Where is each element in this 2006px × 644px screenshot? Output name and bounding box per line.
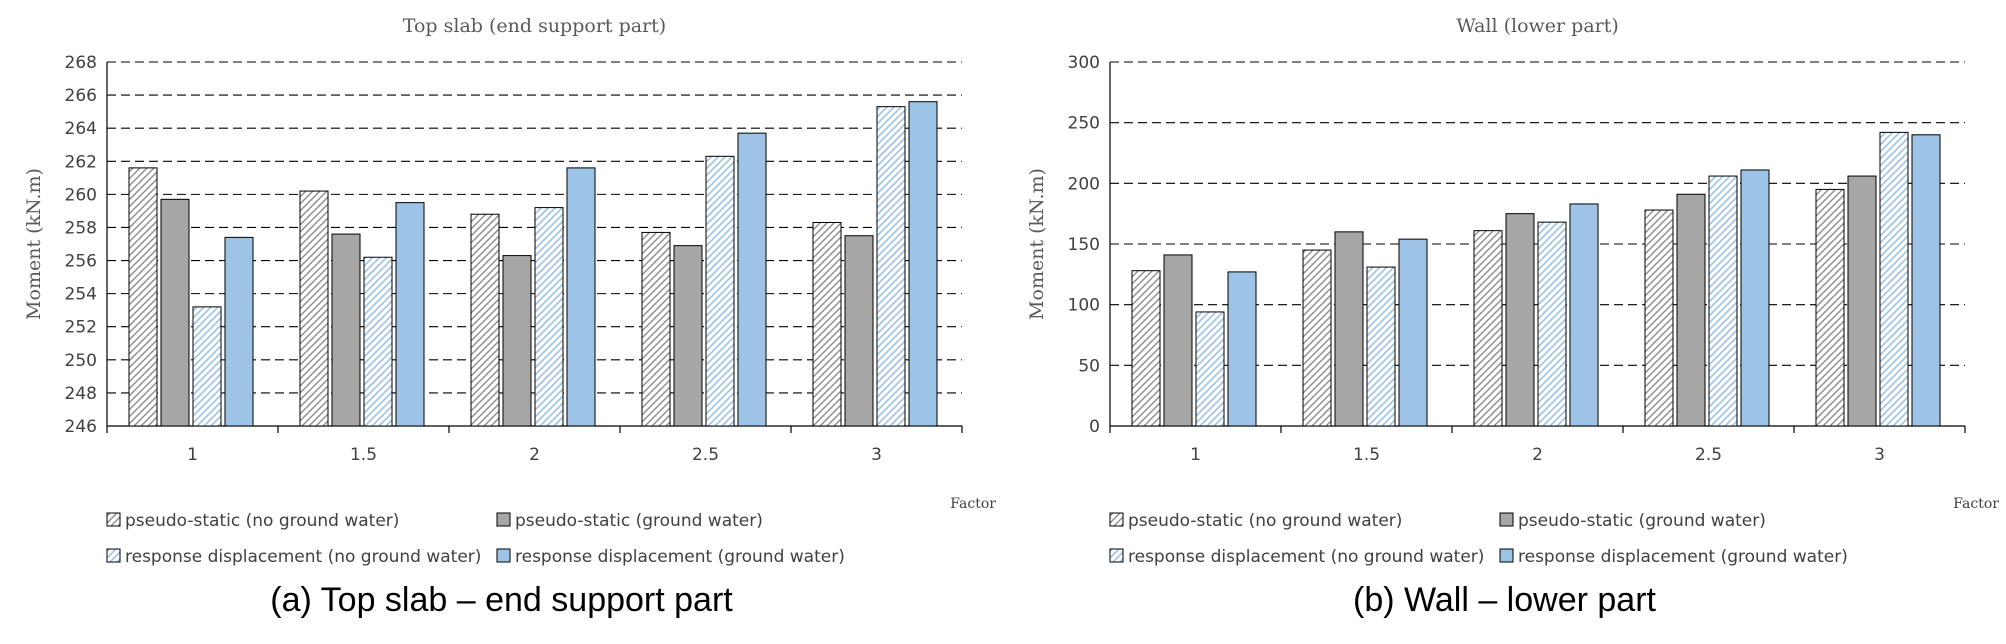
- y-tick-label: 266: [65, 86, 97, 106]
- bar-pseudo-static-ground-water-3: [1847, 175, 1877, 427]
- bar-pseudo-static-no-ground-water-2: [1473, 230, 1503, 427]
- legend-swatch-response-displacement-no-ground-water: [1109, 548, 1124, 563]
- bar-pseudo-static-ground-water-2-5: [673, 245, 703, 427]
- y-tick-label: 150: [1068, 235, 1100, 255]
- bar-pseudo-static-ground-water-1-5: [1334, 231, 1364, 427]
- x-tick-label: 1.5: [1353, 445, 1380, 465]
- y-tick-label: 252: [65, 318, 97, 338]
- x-tick-label: 2.5: [1695, 445, 1722, 465]
- legend-label-pseudo-static-ground-water: pseudo-static (ground water): [1518, 511, 1766, 531]
- bar-pseudo-static-ground-water-1: [160, 198, 190, 427]
- x-tick-label: 2: [1532, 445, 1543, 465]
- bar-response-displacement-ground-water-2-5: [737, 132, 767, 427]
- y-axis-label: Moment (kN.m): [1026, 168, 1048, 320]
- caption-top-slab: (a) Top slab – end support part: [270, 581, 733, 619]
- legend-swatch-response-displacement-ground-water: [496, 548, 511, 563]
- bar-pseudo-static-no-ground-water-2-5: [1644, 209, 1674, 427]
- bar-response-displacement-ground-water-1-5: [1398, 238, 1428, 427]
- chart-title: Top slab (end support part): [403, 15, 666, 37]
- bar-pseudo-static-ground-water-2: [502, 255, 532, 427]
- y-tick-label: 300: [1068, 53, 1100, 73]
- chart-panel-wall: Wall (lower part) 0 50 100 150 200 250 300 Momen…: [1003, 0, 2006, 640]
- y-tick-label: 100: [1068, 296, 1100, 316]
- y-tick-label: 260: [65, 185, 97, 205]
- bar-pseudo-static-no-ground-water-2-5: [641, 231, 671, 427]
- legend-swatch-pseudo-static-no-ground-water: [1109, 512, 1124, 527]
- bar-response-displacement-no-ground-water-1: [1195, 311, 1225, 427]
- y-tick-label: 262: [65, 152, 97, 172]
- bar-pseudo-static-no-ground-water-1-5: [299, 190, 329, 427]
- bar-response-displacement-ground-water-1: [224, 236, 254, 427]
- chart-top-slab: Top slab (end support part) 246 248 250 252 2…: [23, 15, 996, 567]
- y-tick-label: 0: [1089, 417, 1100, 437]
- legend-label-response-displacement-no-ground-water: response displacement (no ground water): [1128, 547, 1484, 567]
- legend-label-pseudo-static-no-ground-water: pseudo-static (no ground water): [125, 511, 399, 531]
- x-tick-label: 3: [871, 445, 882, 465]
- x-tick-label: 2: [529, 445, 540, 465]
- bar-response-displacement-ground-water-2: [1569, 203, 1599, 427]
- chart-title: Wall (lower part): [1456, 15, 1619, 37]
- y-tick-label: 256: [65, 252, 97, 272]
- bar-response-displacement-no-ground-water-2-5: [705, 155, 735, 427]
- x-tick-label: 1: [1190, 445, 1201, 465]
- bar-response-displacement-no-ground-water-2: [534, 207, 564, 427]
- bar-response-displacement-ground-water-3: [908, 101, 938, 427]
- legend-label-pseudo-static-ground-water: pseudo-static (ground water): [515, 511, 763, 531]
- bar-response-displacement-no-ground-water-1: [192, 306, 222, 427]
- y-tick-label: 248: [65, 384, 97, 404]
- bar-pseudo-static-ground-water-2: [1505, 213, 1535, 427]
- legend-label-response-displacement-no-ground-water: response displacement (no ground water): [125, 547, 481, 567]
- legend-swatch-pseudo-static-ground-water: [496, 512, 511, 527]
- bar-response-displacement-ground-water-1: [1227, 271, 1257, 427]
- x-tick-label: 1: [187, 445, 198, 465]
- bar-response-displacement-no-ground-water-3: [876, 106, 906, 427]
- bar-response-displacement-no-ground-water-2-5: [1708, 175, 1738, 427]
- y-tick-label: 264: [65, 119, 97, 139]
- legend-swatch-response-displacement-ground-water: [1499, 548, 1514, 563]
- y-tick-label: 258: [65, 218, 97, 238]
- x-tick-label: 3: [1874, 445, 1885, 465]
- bar-pseudo-static-ground-water-3: [844, 235, 874, 427]
- legend-label-pseudo-static-no-ground-water: pseudo-static (no ground water): [1128, 511, 1402, 531]
- bar-pseudo-static-ground-water-1-5: [331, 233, 361, 427]
- caption-wall: (b) Wall – lower part: [1353, 581, 1656, 619]
- x-tick-label: 2.5: [692, 445, 719, 465]
- bar-response-displacement-no-ground-water-2: [1537, 221, 1567, 427]
- y-tick-label: 250: [1068, 114, 1100, 134]
- bar-response-displacement-ground-water-3: [1911, 134, 1941, 427]
- bar-pseudo-static-ground-water-1: [1163, 254, 1193, 427]
- legend-label-response-displacement-ground-water: response displacement (ground water): [515, 547, 845, 567]
- bar-pseudo-static-no-ground-water-1: [1131, 270, 1161, 427]
- bar-response-displacement-ground-water-2: [566, 167, 596, 427]
- bar-pseudo-static-no-ground-water-3: [1815, 188, 1845, 427]
- bar-response-displacement-no-ground-water-1-5: [1366, 266, 1396, 427]
- bar-response-displacement-no-ground-water-3: [1879, 131, 1909, 427]
- x-tick-label: 1.5: [350, 445, 377, 465]
- legend-swatch-pseudo-static-no-ground-water: [106, 512, 121, 527]
- legend-swatch-pseudo-static-ground-water: [1499, 512, 1514, 527]
- bar-pseudo-static-no-ground-water-1-5: [1302, 249, 1332, 427]
- bar-response-displacement-no-ground-water-1-5: [363, 256, 393, 427]
- y-tick-label: 200: [1068, 174, 1100, 194]
- legend-label-response-displacement-ground-water: response displacement (ground water): [1518, 547, 1848, 567]
- y-tick-label: 246: [65, 417, 97, 437]
- bar-response-displacement-ground-water-2-5: [1740, 169, 1770, 427]
- y-tick-label: 250: [65, 351, 97, 371]
- legend-swatch-response-displacement-no-ground-water: [106, 548, 121, 563]
- bar-pseudo-static-no-ground-water-2: [470, 213, 500, 427]
- y-tick-label: 50: [1078, 356, 1100, 376]
- bar-pseudo-static-no-ground-water-3: [812, 221, 842, 427]
- y-tick-label: 254: [65, 285, 97, 305]
- y-tick-label: 268: [65, 53, 97, 73]
- chart-panel-top-slab: Top slab (end support part) 246 248 250 252 2…: [0, 0, 1003, 640]
- x-axis-label: Factor: [1953, 496, 1999, 512]
- y-axis-label: Moment (kN.m): [23, 168, 45, 320]
- chart-wall: Wall (lower part) 0 50 100 150 200 250 300 Momen…: [1026, 15, 1999, 567]
- bar-pseudo-static-no-ground-water-1: [128, 167, 158, 427]
- x-axis-label: Factor: [950, 496, 996, 512]
- bar-pseudo-static-ground-water-2-5: [1676, 193, 1706, 427]
- bar-response-displacement-ground-water-1-5: [395, 202, 425, 427]
